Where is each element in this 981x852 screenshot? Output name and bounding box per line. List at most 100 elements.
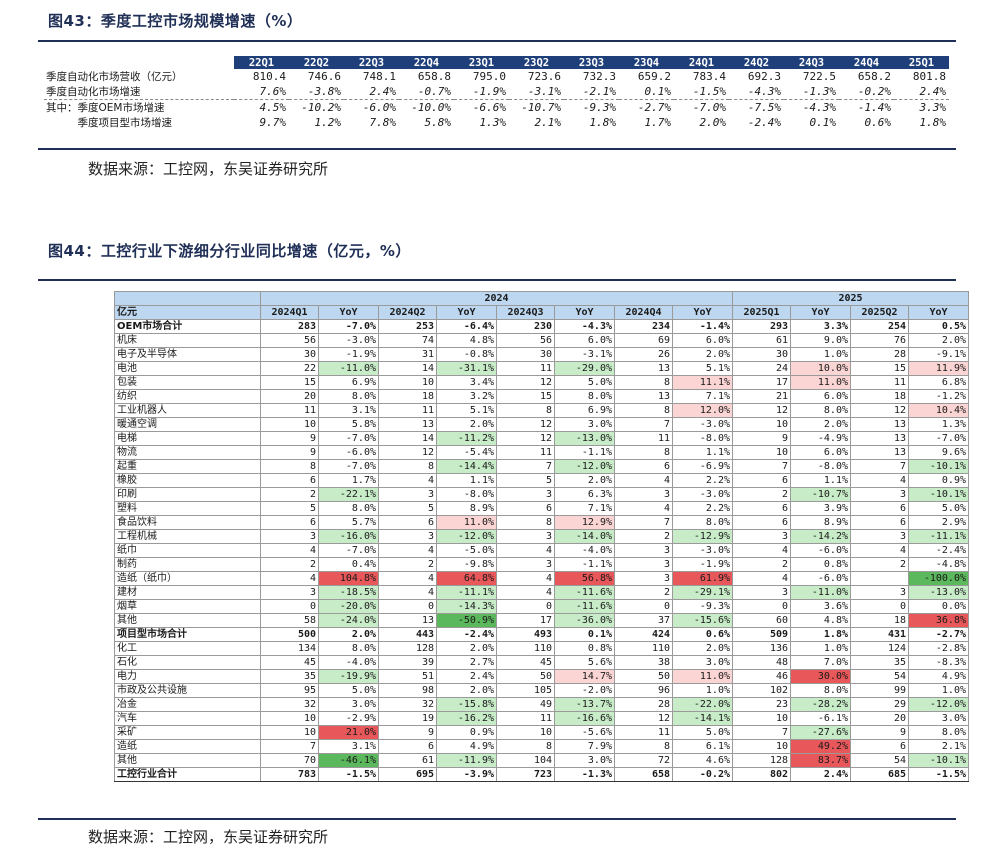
yoy-cell: 1.0% xyxy=(908,683,969,698)
value-cell: 658.8 xyxy=(417,70,451,83)
revenue-cell: 8 xyxy=(496,515,555,530)
yoy-cell: 5.1% xyxy=(436,403,497,418)
revenue-cell: 30 xyxy=(732,347,791,362)
revenue-cell: 4 xyxy=(732,571,791,586)
yoy-cell: -11.0% xyxy=(790,585,851,600)
revenue-cell: 3 xyxy=(614,543,673,558)
revenue-cell: 7 xyxy=(732,725,791,740)
row-label: 项目型市场合计 xyxy=(114,627,261,642)
value-cell: -3.8% xyxy=(307,85,341,98)
yoy-cell: 6.9% xyxy=(554,403,615,418)
data-row: 季度自动化市场增速 7.6% -3.8% 2.4% -0.7% -1.9% -3.1% -2.… xyxy=(44,84,949,100)
revenue-cell: 10 xyxy=(732,739,791,754)
revenue-cell: 3 xyxy=(614,571,673,586)
yoy-cell: -2.7% xyxy=(908,627,969,642)
value-cell: 801.8 xyxy=(912,70,946,83)
revenue-cell: 783 xyxy=(260,767,319,782)
table-row: 包装 15 6.9% 10 3.4% 12 5.0% 8 11.1% 17 11.0% 11 6.8% xyxy=(114,375,969,390)
yoy-cell: 8.0% xyxy=(790,403,851,418)
revenue-cell: 39 xyxy=(378,655,437,670)
row-label: 纺织 xyxy=(114,389,261,404)
revenue-cell: 102 xyxy=(732,683,791,698)
revenue-cell: 15 xyxy=(260,375,319,390)
revenue-cell: 13 xyxy=(614,361,673,376)
revenue-cell: 658 xyxy=(614,767,673,782)
quarter-header: 23Q3 xyxy=(564,56,619,69)
revenue-cell: 11 xyxy=(850,375,909,390)
table-row: 工业机器人 11 3.1% 11 5.1% 8 6.9% 8 12.0% 12 8.0% 12 10.4… xyxy=(114,403,969,418)
yoy-cell: -7.0% xyxy=(318,319,379,334)
yoy-cell: 11.0% xyxy=(436,515,497,530)
yoy-cell: 2.0% xyxy=(672,347,733,362)
revenue-cell: 32 xyxy=(260,697,319,712)
revenue-cell: 4 xyxy=(260,571,319,586)
revenue-cell: 234 xyxy=(614,319,673,334)
revenue-cell: 95 xyxy=(260,683,319,698)
revenue-cell: 110 xyxy=(496,641,555,656)
revenue-cell: 69 xyxy=(614,333,673,348)
yoy-cell: 2.2% xyxy=(672,473,733,488)
value-cell: 2.0% xyxy=(699,116,727,129)
revenue-cell: 13 xyxy=(614,389,673,404)
revenue-cell: 4 xyxy=(614,473,673,488)
revenue-cell: 60 xyxy=(732,613,791,628)
yoy-cell: 7.9% xyxy=(554,739,615,754)
column-header: 2025Q2 xyxy=(850,305,909,320)
column-header: 2024Q1 xyxy=(260,305,319,320)
value-cell: 795.0 xyxy=(472,70,506,83)
yoy-cell: 12.9% xyxy=(554,515,615,530)
table-row: 电力 35 -19.9% 51 2.4% 50 14.7% 50 11.0% 46 30.0% 54 4… xyxy=(114,669,969,684)
revenue-cell: 4 xyxy=(614,501,673,516)
row-label: 制药 xyxy=(114,557,261,572)
value-cell: 1.3% xyxy=(479,116,507,129)
table-row: 项目型市场合计 500 2.0% 443 -2.4% 493 0.1% 424 0.6% 509 1… xyxy=(114,627,969,642)
yoy-cell: -4.0% xyxy=(318,655,379,670)
yoy-cell: 61.9% xyxy=(672,571,733,586)
yoy-cell: -12.0% xyxy=(436,529,497,544)
yoy-cell: -3.1% xyxy=(554,347,615,362)
revenue-cell: 0 xyxy=(496,599,555,614)
yoy-cell: 2.0% xyxy=(908,333,969,348)
yoy-cell: 5.7% xyxy=(318,515,379,530)
revenue-cell: 124 xyxy=(850,641,909,656)
yoy-cell: 0.5% xyxy=(908,319,969,334)
quarter-header: 24Q3 xyxy=(784,56,839,69)
quarter-header: 23Q2 xyxy=(509,56,564,69)
table-row: 冶金 32 3.0% 32 -15.8% 49 -13.7% 28 -22.0% 23 -28.2%… xyxy=(114,697,969,712)
yoy-cell: 2.0% xyxy=(672,641,733,656)
revenue-cell: 6 xyxy=(732,515,791,530)
revenue-cell: 3 xyxy=(614,557,673,572)
yoy-cell: -10.1% xyxy=(908,487,969,502)
row-label: 暖通空调 xyxy=(114,417,261,432)
yoy-cell: 83.7% xyxy=(790,753,851,768)
yoy-cell: 0.0% xyxy=(908,599,969,614)
yoy-cell: 7.0% xyxy=(790,655,851,670)
figure-43-title: 图43：季度工控市场规模增速（%） xyxy=(48,12,303,30)
value-cell: -10.0% xyxy=(399,99,454,115)
revenue-cell: 293 xyxy=(732,319,791,334)
yoy-cell: 1.0% xyxy=(790,641,851,656)
revenue-cell: 17 xyxy=(496,613,555,628)
row-label: 化工 xyxy=(114,641,261,656)
row-label: 工程机械 xyxy=(114,529,261,544)
yoy-cell: 2.2% xyxy=(672,501,733,516)
row-label: 电池 xyxy=(114,361,261,376)
revenue-cell: 8 xyxy=(614,739,673,754)
revenue-cell: 509 xyxy=(732,627,791,642)
revenue-cell: 0 xyxy=(378,599,437,614)
revenue-cell: 13 xyxy=(850,445,909,460)
yoy-cell: -7.0% xyxy=(908,431,969,446)
yoy-cell: 3.2% xyxy=(436,389,497,404)
column-header-row: 亿元 2024Q1 YoY 2024Q2 YoY 2024Q3 YoY 2024Q4 YoY 2… xyxy=(114,305,969,320)
yoy-cell: -6.0% xyxy=(790,543,851,558)
revenue-cell: 105 xyxy=(496,683,555,698)
revenue-cell: 14 xyxy=(378,361,437,376)
revenue-cell: 6 xyxy=(378,739,437,754)
revenue-cell: 3 xyxy=(496,557,555,572)
yoy-cell: 3.1% xyxy=(318,739,379,754)
value-cell: 783.4 xyxy=(692,70,726,83)
row-label: 季度自动化市场增速 xyxy=(46,86,141,98)
revenue-cell: 29 xyxy=(850,697,909,712)
table-row: 起重 8 -7.0% 8 -14.4% 7 -12.0% 6 -6.9% 7 -8.0% 7 -10.1… xyxy=(114,459,969,474)
yoy-cell: -3.0% xyxy=(672,487,733,502)
